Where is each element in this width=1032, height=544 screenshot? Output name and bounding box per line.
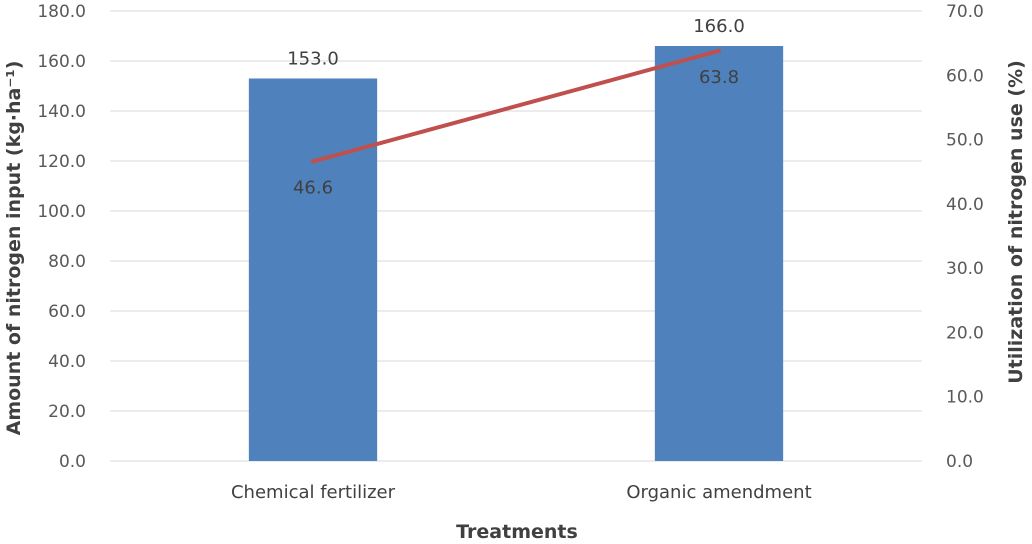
y2-tick-label: 10.0 [946, 388, 984, 408]
y-tick-label: 120.0 [37, 152, 86, 172]
y-tick-label: 140.0 [37, 102, 86, 122]
bar [248, 78, 378, 461]
y-tick-label: 180.0 [37, 2, 86, 22]
line-series [311, 48, 721, 164]
y-axis-title: Amount of nitrogen input (kg·ha⁻¹) [3, 61, 25, 436]
y2-tick-label: 60.0 [946, 66, 984, 86]
data-labels: 153.0 166.0 46.6 63.8 [287, 16, 745, 198]
category-label: Organic amendment [626, 482, 811, 503]
bar-series [248, 46, 784, 461]
category-labels: Chemical fertilizer Organic amendment [231, 482, 812, 503]
gridlines [110, 10, 922, 462]
left-axis-ticks: 0.0 20.0 40.0 60.0 80.0 100.0 120.0 140.0 160.0 1… [37, 2, 86, 472]
line-point [717, 48, 721, 53]
y-tick-label: 60.0 [48, 302, 86, 322]
line-point [311, 159, 315, 164]
y2-tick-label: 0.0 [946, 452, 973, 472]
line-data-label: 46.6 [293, 177, 333, 198]
y2-tick-label: 70.0 [946, 2, 984, 22]
y2-tick-label: 40.0 [946, 195, 984, 215]
bar [654, 46, 784, 461]
y2-tick-label: 30.0 [946, 259, 984, 279]
y2-tick-label: 20.0 [946, 323, 984, 343]
y-tick-label: 0.0 [59, 452, 86, 472]
y-tick-label: 20.0 [48, 402, 86, 422]
y-tick-label: 40.0 [48, 352, 86, 372]
bar-data-label: 153.0 [287, 49, 339, 70]
category-label: Chemical fertilizer [231, 482, 396, 503]
y2-tick-label: 50.0 [946, 131, 984, 151]
y-tick-label: 160.0 [37, 52, 86, 72]
right-axis-ticks: 0.0 10.0 20.0 30.0 40.0 50.0 60.0 70.0 [946, 2, 984, 472]
y-tick-label: 100.0 [37, 202, 86, 222]
line-data-label: 63.8 [699, 67, 739, 88]
y-tick-label: 80.0 [48, 252, 86, 272]
bar-data-label: 166.0 [693, 16, 745, 37]
y2-axis-title: Utilization of nitrogen use (%) [1005, 60, 1027, 384]
x-axis-title: Treatments [456, 521, 578, 543]
line-path [311, 48, 721, 164]
